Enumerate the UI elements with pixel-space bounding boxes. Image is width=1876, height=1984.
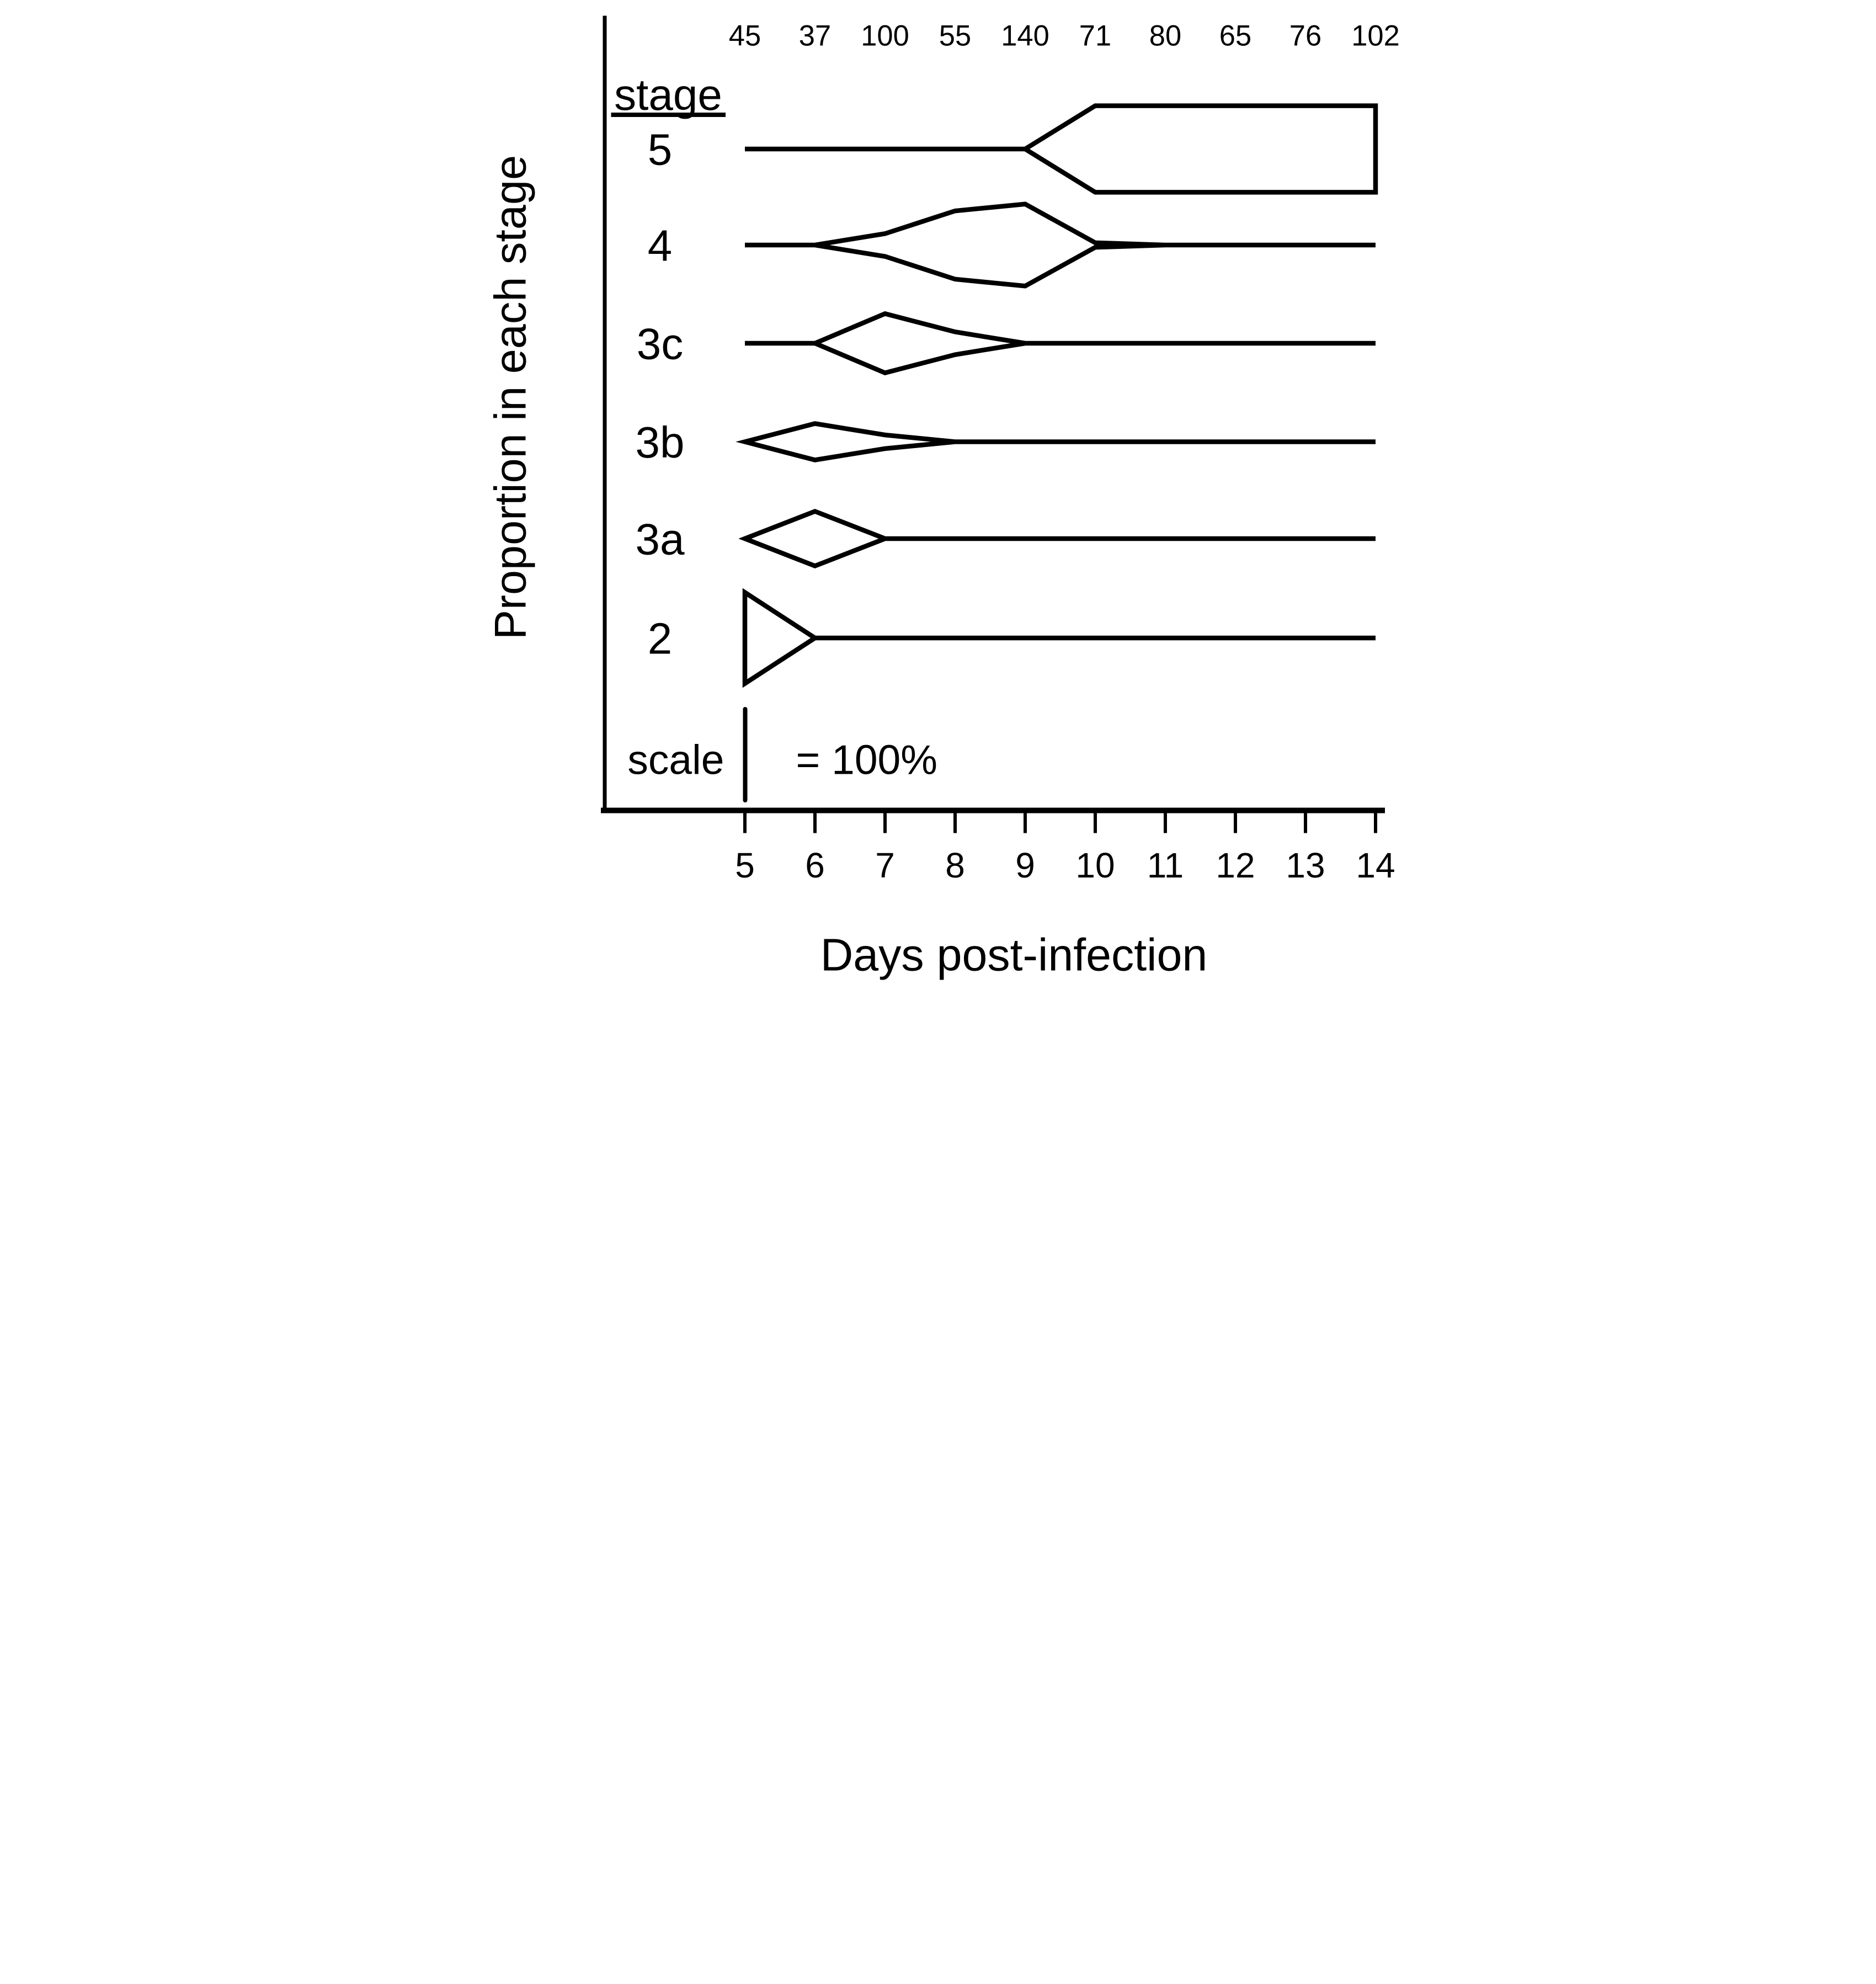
y-axis-title: Proportion in each stage <box>486 155 536 640</box>
kite-stage-5 <box>745 103 1378 195</box>
kite-stage-2 <box>742 588 1376 688</box>
x-tick-label: 10 <box>1075 845 1115 885</box>
sample-size-label: 80 <box>1149 20 1181 52</box>
x-tick-label: 5 <box>735 845 755 885</box>
sample-size-label: 100 <box>861 20 909 52</box>
scale-value-label: = 100% <box>796 737 937 783</box>
kite-stage-3b <box>736 421 1376 462</box>
x-tick-label: 8 <box>945 845 965 885</box>
x-tick-label: 14 <box>1356 845 1395 885</box>
stage-row-label: 4 <box>648 221 673 270</box>
sample-size-label: 55 <box>939 20 971 52</box>
kite-stage-3a <box>738 508 1376 569</box>
kite-diagram-chart: 54563771008559140107111801265137614102st… <box>469 0 1407 992</box>
sample-size-label: 71 <box>1079 20 1111 52</box>
stage-row-label: 3b <box>636 418 685 467</box>
x-axis-title: Days post-infection <box>820 930 1208 981</box>
kite-stage-4 <box>745 201 1376 289</box>
sample-size-label: 37 <box>799 20 831 52</box>
sample-size-label: 140 <box>1001 20 1049 52</box>
x-tick-label: 11 <box>1147 845 1184 885</box>
x-tick-label: 12 <box>1216 845 1255 885</box>
stage-header-label: stage <box>614 70 722 119</box>
x-tick-label: 7 <box>875 845 895 885</box>
stage-row-label: 2 <box>648 614 673 663</box>
sample-size-label: 45 <box>729 20 761 52</box>
stage-header-underline <box>611 113 726 117</box>
x-tick-label: 6 <box>805 845 825 885</box>
sample-size-label: 102 <box>1351 20 1400 52</box>
x-tick-label: 13 <box>1286 845 1325 885</box>
figure-background <box>469 0 1407 992</box>
stage-row-label: 3c <box>637 320 684 369</box>
x-tick-label: 9 <box>1015 845 1035 885</box>
stage-row-label: 5 <box>648 125 673 174</box>
sample-size-label: 65 <box>1219 20 1251 52</box>
scale-label: scale <box>627 737 724 783</box>
sample-size-label: 76 <box>1289 20 1321 52</box>
kite-stage-3c <box>745 311 1376 376</box>
stage-row-label: 3a <box>636 515 685 564</box>
